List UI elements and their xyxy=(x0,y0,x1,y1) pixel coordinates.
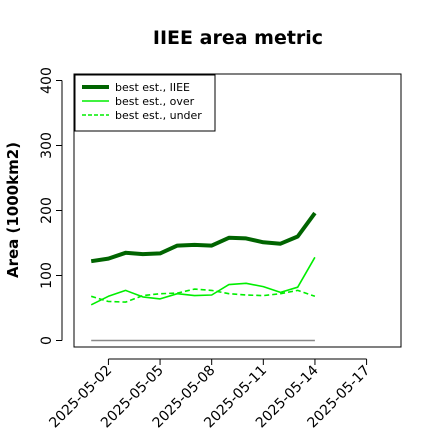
series-line-0 xyxy=(90,211,317,264)
y-tick-label-1: 100 xyxy=(39,262,55,289)
plot-frame xyxy=(73,73,402,348)
series-line-2 xyxy=(90,288,316,303)
legend-box xyxy=(74,74,216,132)
y-tick-label-4: 400 xyxy=(39,67,55,94)
y-tick-label-3: 300 xyxy=(39,132,55,159)
legend-label-1: best est., over xyxy=(115,95,195,108)
y-tick-label-2: 200 xyxy=(39,197,55,224)
legend-label-0: best est., IIEE xyxy=(115,81,190,94)
y-axis-label: Area (1000km2) xyxy=(4,142,22,278)
series-layer xyxy=(90,211,317,342)
y-tick-label-0: 0 xyxy=(39,336,55,345)
legend-label-2: best est., under xyxy=(115,109,202,122)
series-line-1 xyxy=(90,256,316,306)
chart-title: IIEE area metric xyxy=(153,27,323,49)
